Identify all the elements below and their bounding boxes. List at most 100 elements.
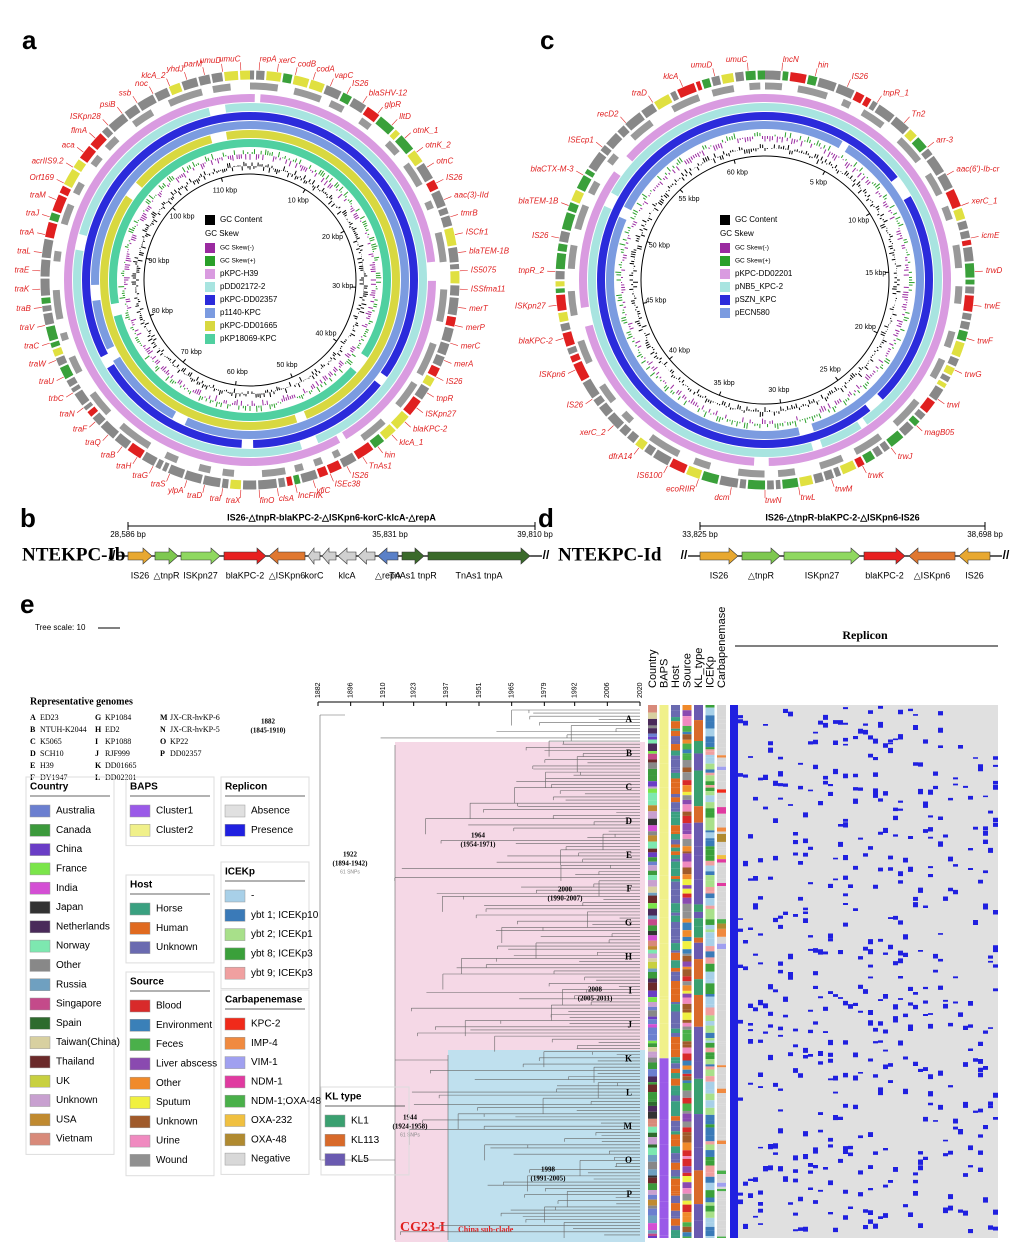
gene-segment: [49, 223, 53, 238]
gene-segment: [294, 80, 308, 84]
gene-label: otnC: [436, 156, 453, 165]
annotation-cell: [648, 1106, 657, 1112]
annotation-cell: [717, 1089, 726, 1093]
break: //: [543, 548, 550, 562]
gene-segment: [944, 375, 947, 380]
annotation-cell: [671, 760, 680, 768]
genome-letter: G: [95, 713, 101, 722]
gene-label: IS6100: [637, 471, 663, 480]
annotation-cell: [683, 726, 692, 732]
annotation-cell: [660, 997, 669, 1000]
annotation-cell: [706, 898, 715, 905]
node-year: 1964: [471, 832, 486, 840]
annotation-cell: [671, 797, 680, 802]
annotation-cell: [648, 849, 657, 853]
annotation-cell: [671, 809, 680, 812]
annotation-cell: [717, 832, 726, 834]
annotation-cell: [717, 1063, 726, 1065]
node-year: 1944: [403, 1114, 418, 1122]
annotation-cell: [706, 749, 715, 751]
legend-label: ybt 2; ICEKp1: [251, 929, 313, 940]
gene-label: hin: [385, 450, 396, 459]
annotation-cell: [717, 729, 726, 733]
node-range: (1845-1910): [251, 727, 287, 735]
annotation-cell: [717, 1179, 726, 1183]
annotation-cell: [648, 919, 657, 925]
tip-label: G: [625, 918, 632, 928]
annotation-cell: [683, 767, 692, 772]
annotation-cell: [648, 781, 657, 786]
annotation-cell: [648, 1169, 657, 1175]
gene-segment: [426, 377, 430, 385]
gene-label: trwJ: [898, 452, 914, 461]
ring-gap: [378, 375, 384, 383]
gene-segment: [561, 295, 563, 311]
legend-label: Thailand: [56, 1057, 94, 1068]
gene-label: codA: [316, 64, 334, 73]
legend-swatch: [30, 805, 50, 817]
legend-title: Carbapenemase: [225, 995, 303, 1006]
gene-segment: [712, 89, 733, 94]
gene-segment: [947, 331, 952, 347]
gene-segment: [452, 298, 454, 315]
gene-label: merP: [466, 323, 486, 332]
legend-label: pSZN_KPC: [735, 295, 777, 304]
gene-segment: [262, 471, 285, 474]
gene-label: merC: [461, 342, 481, 351]
annotation-cell: [683, 772, 692, 780]
annotation-cell: [706, 1021, 715, 1026]
annotation-cell: [717, 1135, 726, 1138]
annotation-cell: [648, 751, 657, 754]
tip-label: K: [625, 1053, 632, 1063]
axis-label: 1965: [509, 682, 516, 698]
annotation-cell: [648, 983, 657, 991]
annotation-cell: [671, 1069, 680, 1073]
gene-segment: [310, 84, 323, 89]
legend-label: Australia: [56, 806, 95, 817]
gene-segment: [864, 101, 869, 104]
annotation-cell: [717, 793, 726, 799]
annotation-cell: [648, 811, 657, 818]
annotation-cell: [671, 1011, 680, 1018]
gene-segment: [199, 79, 210, 81]
gene-label: umuD: [691, 61, 713, 70]
annotation-cell: [683, 991, 692, 994]
annotation-cell: [683, 1156, 692, 1159]
ring-gap: [211, 136, 226, 139]
annotation-cell: [694, 741, 703, 753]
annotation-cell: [706, 791, 715, 795]
annotation-cell: [706, 1206, 715, 1212]
gene-segment: [933, 388, 940, 399]
legend-label: GC Skew(+): [220, 258, 256, 265]
annotation-cell: [717, 1105, 726, 1107]
genome-name: ED2: [105, 725, 120, 734]
legend-swatch: [720, 295, 730, 305]
legend-label: Singapore: [56, 999, 102, 1010]
element-title: IS26-△tnpR-blaKPC-2-△ISKpn6-IS26: [765, 512, 919, 522]
annotation-cell: [717, 814, 726, 818]
annotation-cell: [683, 1212, 692, 1216]
annotation-cell: [694, 771, 703, 807]
node-year: 1882: [261, 718, 276, 726]
gene-label: otnK_2: [425, 141, 451, 150]
column-header: BAPS: [658, 659, 670, 688]
gene-label: magB05: [924, 428, 954, 437]
column-header: Host: [670, 665, 682, 688]
annotation-cell: [683, 937, 692, 941]
gene-segment: [968, 295, 970, 311]
annotation-cell: [683, 954, 692, 956]
annotation-cell: [717, 1237, 726, 1238]
legend-swatch: [130, 903, 150, 915]
annotation-cell: [683, 816, 692, 823]
annotation-cell: [683, 1237, 692, 1238]
gene-name: blaKPC-2: [226, 570, 265, 580]
annotation-cell: [648, 734, 657, 737]
gene-segment: [212, 77, 222, 79]
annotation-cell: [694, 1079, 703, 1114]
gene-segment: [575, 192, 580, 202]
tick-label: 50 kbp: [277, 362, 298, 369]
legend-swatch: [130, 1097, 150, 1109]
gene-segment: [127, 108, 138, 116]
gene-segment: [430, 182, 434, 190]
ring-gap: [80, 235, 83, 250]
